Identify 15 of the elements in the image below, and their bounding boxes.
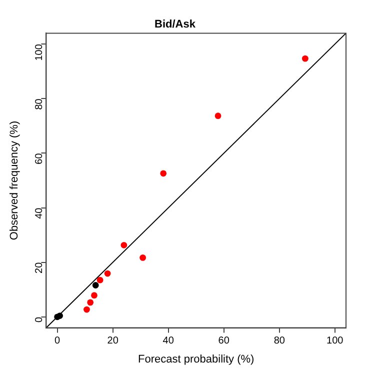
y-tick-label: 60 — [34, 152, 45, 164]
x-axis-title: Forecast probability (%) — [138, 353, 254, 366]
y-tick-label: 100 — [34, 44, 45, 61]
x-tick-label: 100 — [326, 336, 344, 347]
x-tick-label: 20 — [107, 336, 119, 347]
y-tick-label: 40 — [34, 207, 45, 219]
x-tick-label: 0 — [54, 336, 61, 347]
y-axis-title: Observed frequency (%) — [8, 120, 21, 240]
x-tick-label: 80 — [274, 336, 286, 347]
x-tick-label: 40 — [162, 336, 174, 347]
x-tick-label: 60 — [218, 336, 230, 347]
y-tick-label: 80 — [34, 98, 45, 110]
y-tick-label: 20 — [34, 262, 45, 274]
chart-title: Bid/Ask — [154, 18, 196, 31]
y-tick-label: 0 — [34, 316, 45, 322]
